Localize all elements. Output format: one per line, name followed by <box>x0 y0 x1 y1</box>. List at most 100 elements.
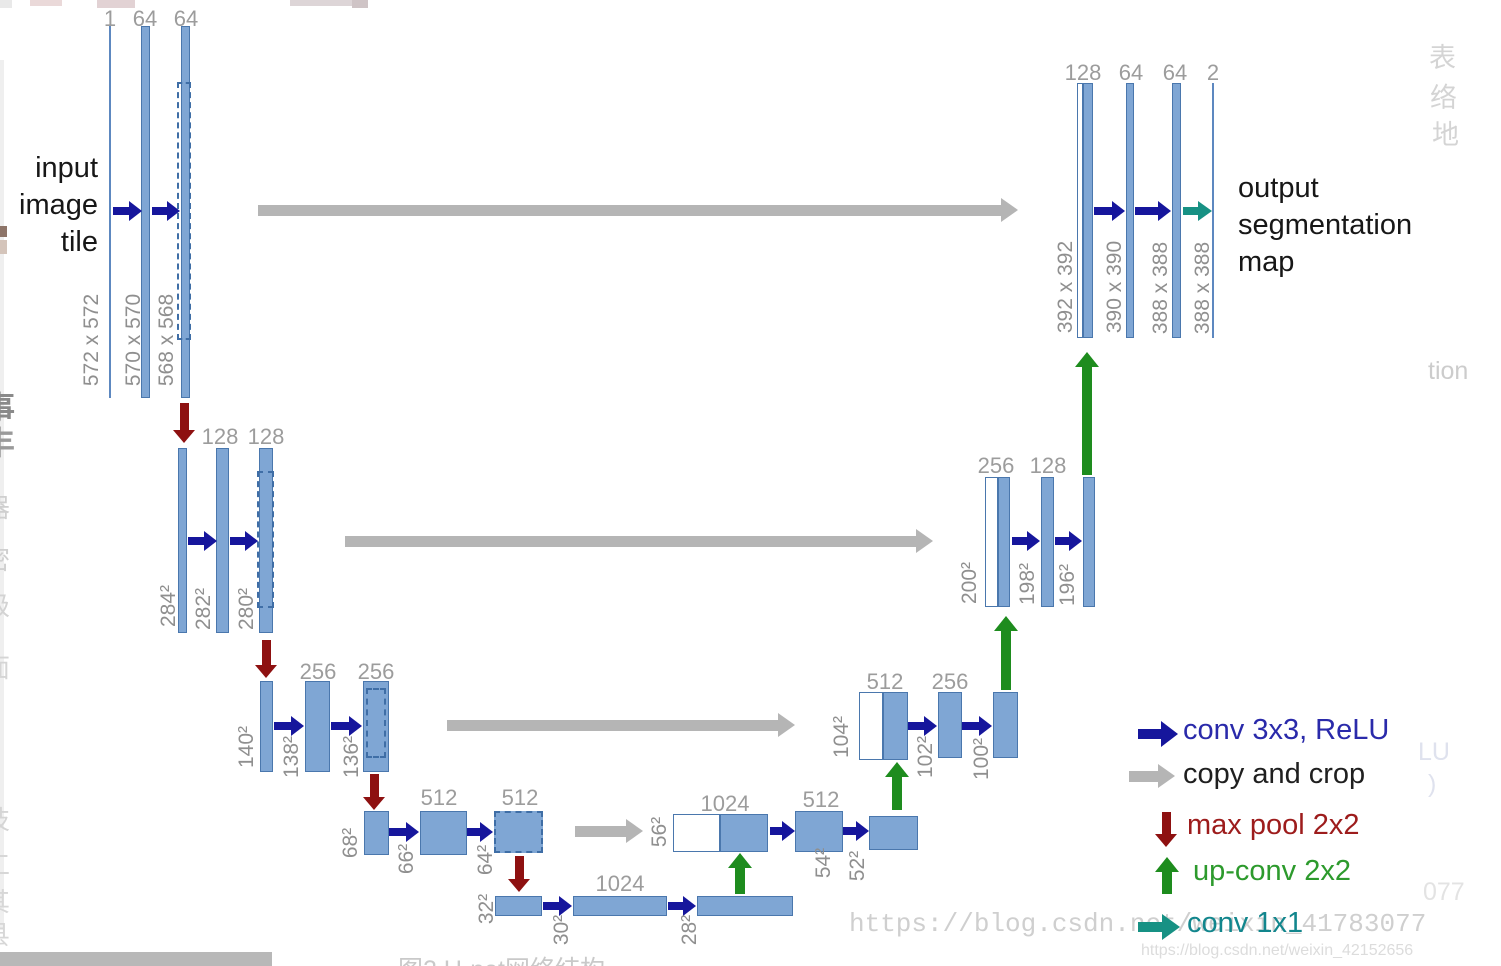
channel-count-label: 128 <box>1029 453 1067 478</box>
dimension-label: 390 x 390 <box>1103 240 1126 334</box>
channel-count-label: 128 <box>201 424 239 449</box>
arrow-head <box>728 853 752 868</box>
arrow-head <box>363 797 385 810</box>
arrow-head <box>245 531 258 551</box>
background-fragment <box>352 0 368 8</box>
up-conv-arrow <box>728 853 752 894</box>
arrow-shaft <box>668 902 683 910</box>
channel-count-label: 256 <box>931 669 969 694</box>
dimension-label: 198² <box>1016 562 1039 606</box>
arrow-shaft <box>369 774 379 797</box>
max-pool-arrow <box>173 403 195 443</box>
arrow-shaft <box>1161 812 1171 834</box>
watermark-text-fragment: 面 <box>0 648 10 685</box>
channel-count-label: 64 <box>132 6 158 31</box>
arrow-head <box>778 713 795 737</box>
feature-map <box>1172 83 1181 338</box>
feature-map <box>720 814 768 852</box>
watermark-text-fragment: 丰 <box>0 418 15 464</box>
arrow-shaft <box>1012 537 1027 545</box>
feature-map <box>859 692 883 760</box>
arrow-shaft <box>575 825 626 837</box>
crop-region-outline <box>366 688 386 758</box>
max-pool-arrow <box>255 640 277 678</box>
copy-crop-arrow <box>447 713 795 737</box>
arrow-shaft <box>962 722 979 730</box>
output-segmentation-map-label: output segmentation map <box>1238 170 1468 281</box>
arrow-shaft <box>389 828 406 836</box>
feature-map <box>216 448 229 633</box>
feature-map <box>1077 83 1083 338</box>
arrow-shaft <box>345 535 916 547</box>
crop-region-outline <box>257 471 274 608</box>
feature-map <box>1083 477 1095 607</box>
arrow-head <box>349 716 362 736</box>
conv-3x3-arrow <box>230 531 258 551</box>
feature-map <box>305 681 330 772</box>
arrow-shaft <box>447 719 778 731</box>
legend-label-copy: copy and crop <box>1183 758 1366 790</box>
conv-1x1-arrow <box>1138 914 1180 940</box>
up-conv-arrow <box>885 762 909 810</box>
watermark-text-fragment: 其 <box>0 882 10 919</box>
feature-map <box>883 692 908 760</box>
arrow-head <box>1155 834 1177 847</box>
arrow-head <box>1112 201 1125 221</box>
arrow-shaft <box>1183 207 1198 215</box>
channel-count-label: 2 <box>1206 60 1220 85</box>
dimension-label: 572 x 572 <box>80 293 103 387</box>
arrow-head <box>1158 201 1171 221</box>
input-label-line: input <box>35 152 98 184</box>
channel-count-label: 512 <box>501 785 539 810</box>
arrow-head <box>167 201 180 221</box>
dimension-label: 100² <box>970 737 993 781</box>
channel-count-label: 256 <box>357 659 395 684</box>
conv-3x3-arrow <box>843 821 869 841</box>
feature-map <box>673 814 720 852</box>
conv-3x3-arrow <box>1055 531 1082 551</box>
arrow-head <box>1162 914 1180 940</box>
arrow-head <box>683 896 696 916</box>
feature-map <box>573 896 667 916</box>
arrow-head <box>1155 857 1179 872</box>
legend-label-upconv: up-conv 2x2 <box>1193 855 1351 887</box>
background-fragment <box>30 0 62 6</box>
arrow-head <box>129 201 142 221</box>
conv-3x3-arrow <box>274 716 304 736</box>
channel-count-label: 1 <box>103 6 117 31</box>
dimension-label: 284² <box>157 584 180 628</box>
channel-count-label: 64 <box>1162 60 1188 85</box>
feature-map <box>938 692 962 758</box>
conv-3x3-arrow <box>1094 201 1125 221</box>
figure-caption: 图2 U-net网络结构 <box>398 950 605 966</box>
feature-map <box>1212 83 1214 338</box>
arrow-head <box>626 819 643 843</box>
arrow-head <box>1161 721 1178 747</box>
arrow-shaft <box>258 204 1001 216</box>
conv-3x3-arrow <box>770 821 795 841</box>
arrow-head <box>1198 201 1212 221</box>
arrow-shaft <box>1082 367 1092 475</box>
arrow-shaft <box>188 537 204 545</box>
max-pool-arrow <box>508 856 530 892</box>
arrow-shaft <box>514 856 524 879</box>
watermark-url-large: https://blog.csdn.net/weixin_41783077 <box>849 909 1426 939</box>
background-fragment <box>0 226 7 237</box>
conv-3x3-arrow <box>908 716 937 736</box>
conv-3x3-arrow <box>467 822 493 842</box>
watermark-text-fragment: ) <box>1428 770 1437 798</box>
feature-map <box>795 811 843 852</box>
dimension-label: 56² <box>648 816 671 848</box>
arrow-head <box>885 762 909 777</box>
copy-crop-arrow <box>345 529 933 553</box>
dimension-label: 570 x 570 <box>122 293 145 387</box>
dimension-label: 388 x 388 <box>1149 241 1172 335</box>
watermark-text-fragment: LU <box>1418 738 1450 766</box>
feature-map <box>109 25 111 398</box>
arrow-shaft <box>735 868 745 894</box>
conv-3x3-arrow <box>389 822 419 842</box>
conv-3x3-arrow <box>331 716 362 736</box>
arrow-head <box>204 531 217 551</box>
output-label-line: segmentation <box>1238 209 1413 241</box>
